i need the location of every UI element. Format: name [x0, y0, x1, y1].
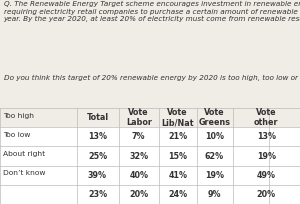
Text: 41%: 41%	[168, 171, 187, 180]
Text: 13%: 13%	[257, 132, 276, 141]
Text: 21%: 21%	[168, 132, 187, 141]
Text: Too low: Too low	[3, 132, 30, 138]
Text: 20%: 20%	[129, 190, 148, 199]
Text: Too high: Too high	[3, 113, 34, 119]
Text: 49%: 49%	[257, 171, 276, 180]
Text: 40%: 40%	[129, 171, 148, 180]
Text: 10%: 10%	[205, 132, 224, 141]
Text: 7%: 7%	[132, 132, 146, 141]
Text: Do you think this target of 20% renewable energy by 2020 is too high, too low or: Do you think this target of 20% renewabl…	[4, 74, 300, 81]
Text: Vote
other: Vote other	[254, 108, 278, 128]
Text: Vote
Lib/Nat: Vote Lib/Nat	[161, 108, 194, 128]
Bar	[0, 108, 300, 127]
Text: Don’t know: Don’t know	[3, 171, 46, 176]
Text: Vote
Labor: Vote Labor	[126, 108, 152, 128]
Text: 23%: 23%	[88, 190, 107, 199]
Text: 62%: 62%	[205, 152, 224, 161]
Text: 9%: 9%	[208, 190, 221, 199]
Text: 32%: 32%	[129, 152, 148, 161]
Text: Q. The Renewable Energy Target scheme encourages investment in renewable energy : Q. The Renewable Energy Target scheme en…	[4, 1, 300, 22]
Text: 25%: 25%	[88, 152, 107, 161]
Text: 19%: 19%	[257, 152, 276, 161]
Text: 20%: 20%	[257, 190, 276, 199]
Text: 24%: 24%	[168, 190, 187, 199]
Text: 15%: 15%	[168, 152, 187, 161]
Bar	[0, 108, 300, 204]
Text: Vote
Greens: Vote Greens	[199, 108, 230, 128]
Text: Total: Total	[86, 113, 109, 122]
Text: About right: About right	[3, 151, 45, 157]
Text: 39%: 39%	[88, 171, 107, 180]
Text: 13%: 13%	[88, 132, 107, 141]
Text: 19%: 19%	[205, 171, 224, 180]
